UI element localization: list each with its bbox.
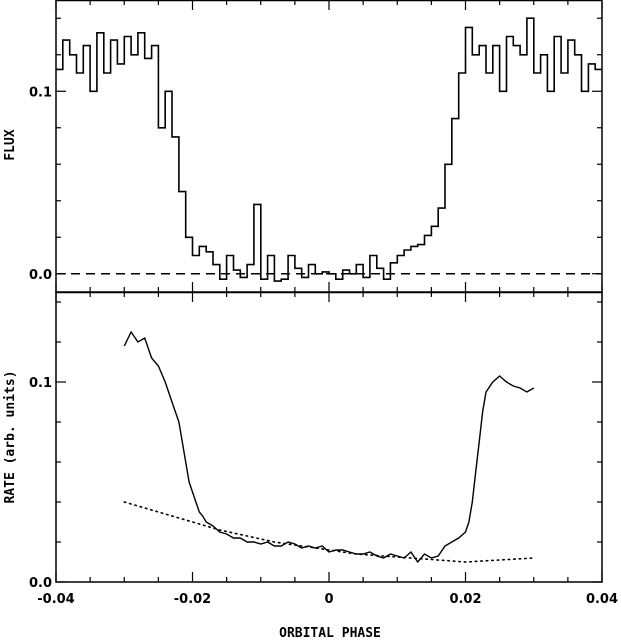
x-tick-label: 0.04 xyxy=(586,592,618,607)
rate-series-line xyxy=(123,330,535,564)
flux-axis-label: FLUX xyxy=(3,129,18,160)
x-tick-label: -0.02 xyxy=(174,592,211,607)
x-tick-label: -0.04 xyxy=(37,592,74,607)
x-tick-label: 0 xyxy=(324,592,333,607)
rate-y-tick-label: 0.0 xyxy=(29,576,52,591)
flux-panel: 0.0 0.1 xyxy=(29,0,603,293)
rate-panel: 0.0 0.1 -0.04 -0.02 0 0.02 0.04 xyxy=(29,291,618,607)
rate-plot-frame xyxy=(55,291,603,583)
rate-y-tick-label: 0.1 xyxy=(29,376,52,391)
rate-dotted-trend-line xyxy=(123,501,535,563)
x-tick-label: 0.02 xyxy=(449,592,481,607)
flux-step-series xyxy=(56,17,602,282)
flux-y-tick-label: 0.0 xyxy=(29,268,52,283)
x-axis-label: ORBITAL PHASE xyxy=(279,626,381,641)
rate-axis-label: RATE (arb. units) xyxy=(3,370,18,503)
flux-y-tick-label: 0.1 xyxy=(29,85,52,100)
